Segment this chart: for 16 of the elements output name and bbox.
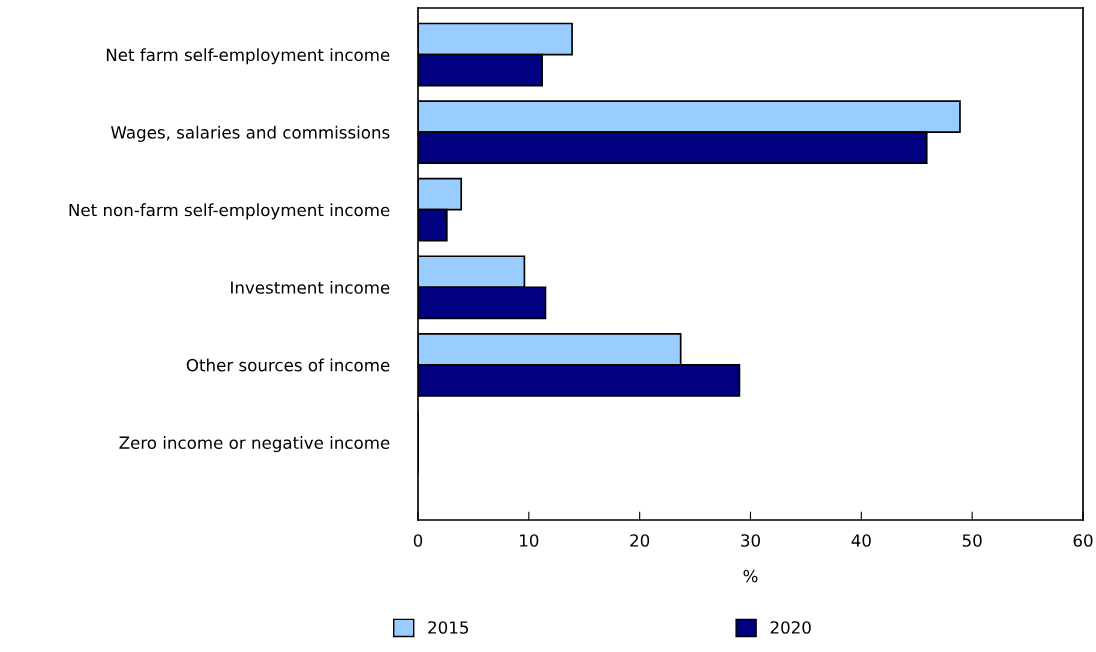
legend-label: 2015 — [428, 621, 469, 634]
y-tick-label: Investment income — [231, 280, 390, 294]
x-axis-title: % — [743, 569, 758, 583]
y-tick-label: Net non-farm self-employment income — [69, 203, 390, 220]
x-tick-label: 0 — [413, 534, 423, 547]
x-tick-label: 60 — [1073, 534, 1093, 547]
y-tick-label: Net farm self-employment income — [106, 48, 390, 65]
x-tick-label: 20 — [630, 534, 650, 547]
x-tick-label: 50 — [962, 534, 982, 547]
x-tick-label: 30 — [741, 534, 760, 547]
y-tick-label: Zero income or negative income — [119, 436, 390, 453]
x-tick-label: 10 — [520, 534, 539, 547]
x-tick-label: 40 — [851, 534, 871, 547]
legend-label: 2020 — [770, 621, 811, 634]
y-tick-label: Wages, salaries and commissions — [111, 125, 390, 142]
y-tick-label: Other sources of income — [186, 358, 390, 372]
